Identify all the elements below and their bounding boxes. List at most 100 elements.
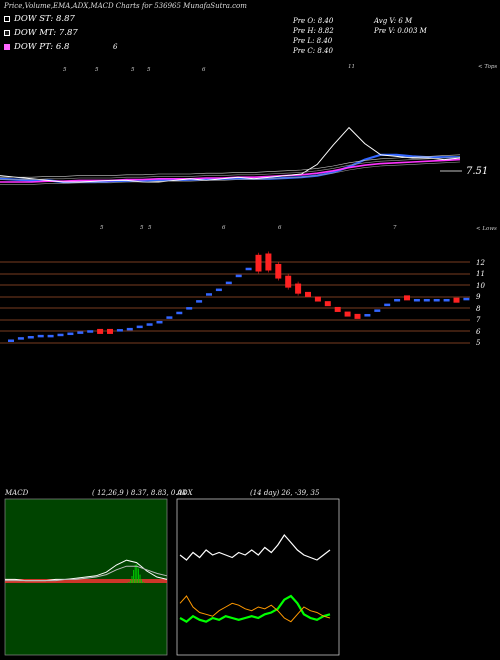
- candle-up: [136, 325, 143, 329]
- pre-open: Pre O: 8.40: [293, 17, 334, 25]
- ema-series-line: [0, 126, 461, 183]
- price-level-label: 10: [476, 282, 485, 290]
- top-mark: 5: [63, 67, 67, 73]
- price-level-label: 7: [476, 316, 481, 324]
- candle-down: [334, 306, 341, 312]
- candle-up: [27, 336, 34, 339]
- candle-up: [17, 337, 24, 340]
- candle-up: [126, 327, 133, 331]
- candle-down: [107, 328, 113, 334]
- candle-up: [67, 332, 74, 336]
- price-level-label: 11: [476, 270, 485, 278]
- dow-mt-label: DOW MT: 7.87: [14, 28, 78, 38]
- candle-down: [305, 291, 311, 297]
- candle-down: [324, 301, 331, 307]
- candle-down: [97, 328, 104, 334]
- low-mark: 5: [140, 225, 144, 231]
- candle-up: [77, 331, 84, 334]
- candle-down: [314, 296, 321, 302]
- candle-up: [443, 298, 450, 302]
- chart-title: Price,Volume,EMA,ADX,MACD Charts for 536…: [4, 2, 247, 10]
- price-level-label: 9: [476, 293, 481, 301]
- candle-up: [433, 298, 440, 302]
- candle-up: [364, 314, 371, 317]
- top-mark: 5: [95, 67, 99, 73]
- candle-up: [166, 316, 173, 319]
- top-mark: 5: [147, 67, 151, 73]
- candle-down: [453, 297, 460, 303]
- ema-envelope-line: [0, 156, 461, 180]
- adx-label: ADX: [177, 489, 193, 497]
- candle-down: [354, 313, 361, 319]
- dow-pt-marker: [4, 44, 10, 50]
- dow-st-label: DOW ST: 8.87: [14, 14, 75, 24]
- ema-envelope-line: [0, 161, 461, 185]
- dow-pt-label: DOW PT: 6.8: [14, 42, 70, 52]
- dow-mt-marker: [4, 30, 10, 36]
- candle-up: [245, 267, 252, 271]
- candle-up: [423, 298, 430, 302]
- candle-up: [47, 334, 54, 338]
- candle-up: [413, 298, 420, 302]
- candle-up: [146, 323, 153, 326]
- candle-up: [116, 329, 123, 332]
- candle-down: [344, 311, 351, 317]
- candle-up: [394, 298, 401, 302]
- candle-up: [225, 281, 232, 285]
- candle-up: [215, 288, 222, 292]
- pre-volume: Pre V: 0.003 M: [374, 27, 427, 35]
- adx-series-line: [179, 594, 331, 624]
- ema-lines: [0, 126, 462, 185]
- candle-up: [374, 309, 381, 312]
- low-mark: 6: [278, 225, 282, 231]
- dow-pt-extra: 6: [113, 43, 118, 51]
- dow-mt-row: DOW MT: 7.87: [4, 28, 78, 38]
- candles: [8, 251, 470, 342]
- dow-st-marker: [4, 16, 10, 22]
- candle-up: [176, 311, 183, 315]
- low-mark: 7: [393, 225, 397, 231]
- lows-label: < Lows: [476, 226, 497, 232]
- low-mark: 6: [222, 225, 226, 231]
- candle-up: [8, 339, 14, 342]
- macd-series-line: [5, 565, 168, 582]
- candle-up: [235, 274, 242, 278]
- adx-params: (14 day) 26, -39, 35: [250, 489, 320, 497]
- top-mark: 5: [131, 67, 135, 73]
- macd-params: ( 12,26,9 ) 8.37, 8.83, 0.04: [92, 489, 187, 497]
- ema-envelope-line: [0, 154, 461, 178]
- candle-up: [206, 293, 212, 296]
- last-price-label: 7.51: [466, 166, 489, 177]
- pre-high: Pre H: 8.82: [293, 27, 334, 35]
- candle-up: [156, 320, 163, 324]
- pre-low: Pre L: 8.40: [293, 37, 333, 45]
- macd-zero-band: [5, 579, 167, 583]
- avg-volume: Avg V: 6 M: [374, 17, 413, 25]
- price-level-label: 6: [476, 328, 481, 336]
- tops-label: < Tops: [478, 64, 498, 70]
- candle-down: [404, 295, 410, 301]
- pre-close: Pre C: 8.40: [293, 47, 333, 55]
- candle-up: [186, 307, 193, 310]
- adx-series-line: [179, 534, 331, 561]
- price-level-lines: [0, 261, 470, 344]
- price-level-label: 8: [476, 305, 481, 313]
- candle-up: [463, 297, 470, 301]
- adx-series-line: [179, 595, 331, 623]
- macd-lines: [5, 559, 168, 583]
- candle-up: [87, 330, 94, 333]
- low-mark: 5: [148, 225, 152, 231]
- candle-up: [37, 334, 44, 338]
- adx-lines: [179, 534, 331, 624]
- low-mark: 5: [100, 225, 104, 231]
- top-mark: 6: [202, 67, 206, 73]
- candle-up: [196, 300, 203, 303]
- candle-up: [57, 333, 64, 337]
- macd-label: MACD: [5, 489, 29, 497]
- candle-up: [384, 303, 391, 307]
- dow-st-row: DOW ST: 8.87: [4, 14, 75, 24]
- price-level-label: 5: [476, 339, 481, 347]
- adx-panel: [176, 498, 340, 656]
- top-mark: 11: [348, 64, 355, 70]
